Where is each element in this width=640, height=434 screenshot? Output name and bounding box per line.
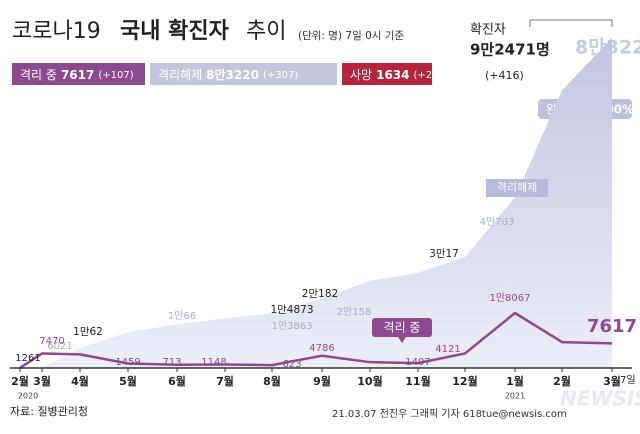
isolation-label: 1148 [201, 357, 226, 368]
line-tag: 격리 중 [384, 321, 421, 335]
confirmed-value: 9만2471명 [470, 41, 550, 59]
legend-pill [150, 63, 337, 85]
released-label: 1만3863 [271, 320, 312, 332]
x-tick-label: 1월 [506, 374, 524, 388]
chart-title-bold: 국내 확진자 [120, 19, 230, 44]
confirmed-label: 확진자 [470, 23, 506, 38]
line-tag-bg [372, 318, 432, 337]
total-label: 3만17 [429, 248, 459, 260]
x-tick-label: 5월 [119, 374, 137, 388]
x-tick-label: 9월 [313, 374, 331, 388]
legend-text: 사망 1634 (+2) [350, 68, 436, 82]
legend-value: 7617 [61, 68, 94, 82]
end-label: 7일 [620, 374, 636, 386]
legend-name: 사망 [350, 68, 372, 82]
x-tick-label: 2월 [11, 374, 29, 388]
legend-text: 격리해제 8만3220 (+307) [158, 67, 298, 82]
isolation-label: 4786 [309, 343, 334, 354]
legend-value: 1634 [376, 68, 409, 82]
legend-text: 격리 중 7617 (+107) [20, 68, 134, 82]
x-tick-label: 10월 [357, 374, 382, 388]
total-label: 1만62 [73, 326, 103, 338]
credit: 21.03.07 전진우 그래픽 기자 618tue@newsis.com [332, 408, 567, 420]
total-label: 2만182 [302, 288, 338, 300]
legend-change: (+307) [263, 70, 298, 81]
isolation-label: 1만8067 [489, 292, 530, 304]
legend-value: 8만3220 [206, 67, 259, 82]
isolation-label: 7470 [39, 336, 64, 347]
released-label: 2만158 [337, 306, 372, 318]
confirmed-change: (+416) [485, 69, 524, 82]
area-tag-bg [486, 179, 548, 197]
isolation-label: 1261 [15, 353, 40, 364]
x-tick-label: 4월 [71, 374, 89, 388]
released-label: 1만66 [168, 310, 196, 322]
isolation-label: 623 [282, 359, 301, 370]
released-label: 6021 [47, 341, 72, 352]
legend-change: (+2) [414, 70, 437, 81]
year-label: 2021 [505, 392, 525, 401]
legend-name: 격리 중 [20, 68, 57, 82]
x-tick-label: 2월 [553, 374, 571, 388]
source: 자료: 질병관리청 [10, 405, 88, 418]
isolation-label: 4121 [435, 344, 460, 355]
subtitle: (단위: 명) 7일 0시 기준 [298, 29, 404, 42]
isolation-label: 7617 [587, 316, 637, 337]
x-tick-label: 7월 [216, 374, 234, 388]
x-tick-label: 8월 [263, 374, 281, 388]
isolation-label: 1407 [405, 357, 430, 368]
x-tick-label: 3월 [603, 374, 621, 388]
legend-pill [12, 63, 145, 85]
legend-change: (+107) [98, 70, 133, 81]
chart-title: 코로나19 [12, 19, 101, 44]
isolation-label: 1459 [115, 357, 140, 368]
isolation-line [19, 311, 613, 369]
x-tick-label: 3월 [33, 374, 51, 388]
year-label: 2020 [18, 392, 38, 401]
area-tag: 격리해제 [497, 180, 537, 194]
chart-title-end: 추이 [246, 19, 286, 44]
released-label: 4만703 [480, 216, 515, 228]
brand: NEWSIS [560, 387, 640, 411]
line-tag-tip [398, 337, 406, 343]
legend-name: 격리해제 [158, 68, 202, 82]
isolation-label: 713 [162, 357, 181, 368]
legend-pill [342, 63, 432, 85]
total-label: 1만4873 [270, 304, 313, 316]
x-tick-label: 6월 [168, 374, 186, 388]
released-area [20, 38, 612, 368]
x-tick-label: 12월 [452, 374, 477, 388]
x-tick-label: 11월 [405, 374, 430, 388]
